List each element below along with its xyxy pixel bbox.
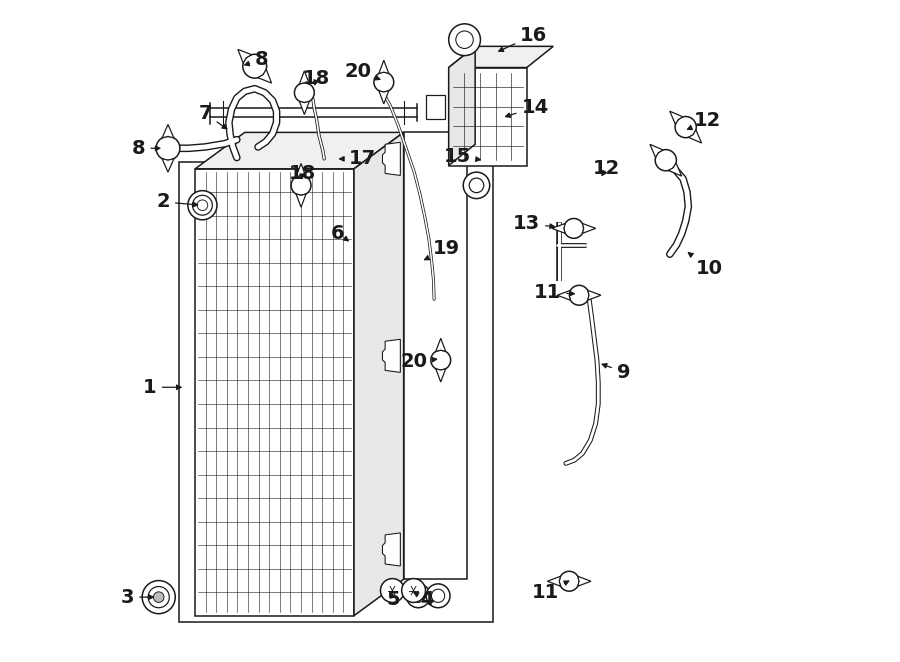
Circle shape <box>427 584 450 608</box>
Circle shape <box>193 195 212 215</box>
Circle shape <box>406 584 430 608</box>
Polygon shape <box>195 132 404 169</box>
Circle shape <box>153 592 164 602</box>
Text: 18: 18 <box>289 164 316 183</box>
Circle shape <box>455 31 473 48</box>
Circle shape <box>569 285 589 305</box>
Text: 20: 20 <box>400 352 436 371</box>
Bar <box>195 169 354 616</box>
Bar <box>178 162 493 622</box>
Polygon shape <box>449 46 554 68</box>
Circle shape <box>291 175 311 195</box>
Circle shape <box>655 150 677 171</box>
Text: 20: 20 <box>345 62 380 81</box>
Circle shape <box>381 579 404 602</box>
Text: 14: 14 <box>506 98 549 117</box>
Bar <box>404 132 466 579</box>
Polygon shape <box>162 159 174 172</box>
Polygon shape <box>379 60 389 73</box>
Polygon shape <box>354 132 404 616</box>
Polygon shape <box>238 50 252 63</box>
Polygon shape <box>257 70 272 83</box>
Polygon shape <box>436 338 446 352</box>
Polygon shape <box>382 142 400 175</box>
Circle shape <box>243 54 266 78</box>
Polygon shape <box>300 71 310 84</box>
Circle shape <box>675 117 697 138</box>
Polygon shape <box>296 194 306 207</box>
Polygon shape <box>449 46 475 166</box>
Polygon shape <box>650 144 663 158</box>
Circle shape <box>197 200 208 211</box>
Polygon shape <box>382 339 400 372</box>
Circle shape <box>188 191 217 220</box>
Polygon shape <box>670 111 683 124</box>
Circle shape <box>401 579 426 602</box>
Circle shape <box>411 589 425 602</box>
Text: 18: 18 <box>303 69 330 87</box>
Text: 12: 12 <box>593 160 620 178</box>
Polygon shape <box>552 224 565 233</box>
Text: 11: 11 <box>532 581 569 602</box>
Circle shape <box>449 24 481 56</box>
Bar <box>426 95 446 118</box>
Polygon shape <box>578 576 591 587</box>
Polygon shape <box>379 91 389 104</box>
Text: 5: 5 <box>386 591 400 609</box>
Circle shape <box>464 172 490 199</box>
Circle shape <box>559 571 579 591</box>
Text: 1: 1 <box>143 378 181 397</box>
Text: 2: 2 <box>157 193 198 211</box>
Circle shape <box>156 136 180 160</box>
Polygon shape <box>547 576 561 587</box>
Polygon shape <box>588 290 601 300</box>
Circle shape <box>431 589 445 602</box>
Text: 8: 8 <box>245 50 268 69</box>
Text: 17: 17 <box>339 150 376 168</box>
Polygon shape <box>162 124 174 138</box>
Polygon shape <box>436 369 446 382</box>
Circle shape <box>374 72 393 92</box>
Text: 9: 9 <box>602 363 630 381</box>
Text: 16: 16 <box>499 26 547 52</box>
Text: 12: 12 <box>688 111 721 130</box>
Circle shape <box>469 178 484 193</box>
Text: 7: 7 <box>198 105 227 128</box>
Text: 6: 6 <box>331 224 348 242</box>
Text: 10: 10 <box>688 253 724 278</box>
Polygon shape <box>669 163 681 176</box>
Text: 3: 3 <box>121 588 153 606</box>
Circle shape <box>148 587 169 608</box>
Circle shape <box>142 581 176 614</box>
Bar <box>449 68 526 166</box>
Circle shape <box>564 218 584 238</box>
Polygon shape <box>300 101 310 115</box>
Polygon shape <box>582 224 596 233</box>
Text: 11: 11 <box>534 283 574 302</box>
Circle shape <box>294 83 314 103</box>
Text: 13: 13 <box>513 214 554 233</box>
Text: 4: 4 <box>414 591 434 609</box>
Text: 8: 8 <box>132 139 160 158</box>
Text: 19: 19 <box>425 240 460 260</box>
Circle shape <box>431 350 451 370</box>
Polygon shape <box>557 290 571 300</box>
Polygon shape <box>382 533 400 566</box>
Polygon shape <box>296 164 306 177</box>
Polygon shape <box>688 130 702 143</box>
Text: 15: 15 <box>444 148 481 166</box>
